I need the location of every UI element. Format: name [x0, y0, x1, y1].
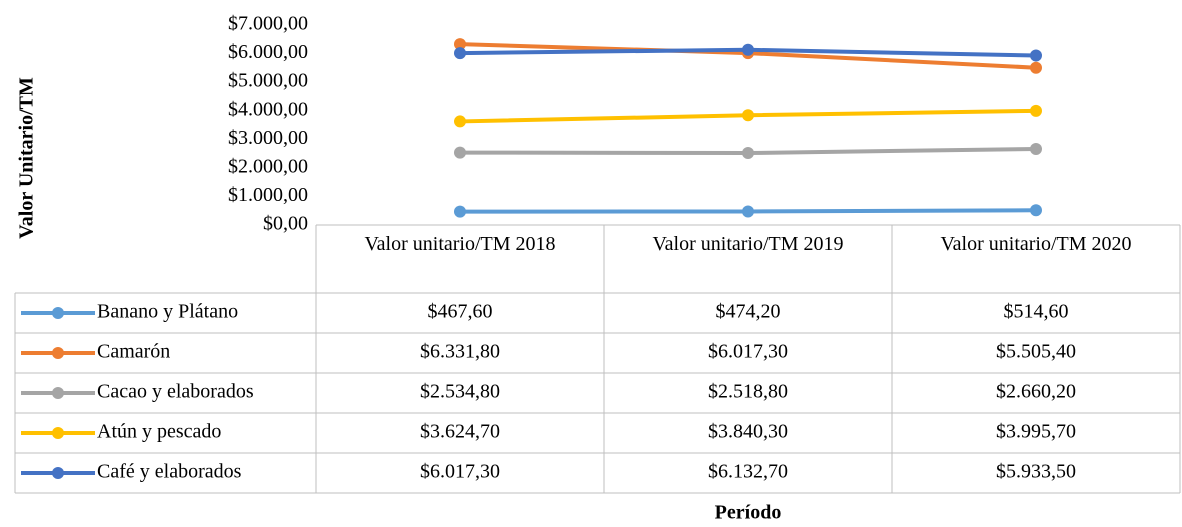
y-tick-label: $0,00: [263, 213, 308, 235]
y-tick-label: $5.000,00: [228, 70, 308, 92]
data-point: [742, 147, 754, 160]
x-axis-label: Período: [715, 502, 782, 524]
value-label: $3.995,70: [996, 421, 1076, 443]
x-tick-label: Valor unitario/TM 2018: [364, 233, 556, 255]
data-point: [1030, 204, 1042, 217]
data-point: [454, 115, 466, 128]
data-point: [454, 146, 466, 159]
value-label: $2.518,80: [708, 381, 788, 403]
data-point: [1030, 61, 1042, 74]
value-label: $6.331,80: [420, 341, 500, 363]
y-tick-label: $3.000,00: [228, 127, 308, 149]
legend-label: Café y elaborados: [97, 461, 242, 483]
y-tick-label: $7.000,00: [228, 13, 308, 35]
value-label: $6.017,30: [708, 341, 788, 363]
category-header: Valor unitario/TM 2018: [364, 233, 556, 255]
legend-label: Cacao y elaborados: [97, 381, 254, 403]
y-tick-label: $1.000,00: [228, 184, 308, 206]
data-point: [742, 205, 754, 218]
y-axis-label: Valor Unitario/TM: [16, 77, 38, 239]
legend-marker: [52, 467, 64, 479]
data-point: [1030, 142, 1042, 155]
value-label: $6.132,70: [708, 461, 788, 483]
x-tick-label: Valor unitario/TM 2020: [940, 233, 1132, 255]
value-label: $6.017,30: [420, 461, 500, 483]
value-label: $474,20: [716, 301, 781, 323]
legend-marker: [52, 307, 64, 319]
value-label: $467,60: [428, 301, 493, 323]
y-tick-label: $2.000,00: [228, 155, 308, 177]
legend-marker: [52, 387, 64, 399]
category-header: Valor unitario/TM 2020: [940, 233, 1132, 255]
value-label: $5.505,40: [996, 341, 1076, 363]
value-label: $3.624,70: [420, 421, 500, 443]
y-tick-label: $4.000,00: [228, 98, 308, 120]
legend-marker: [52, 427, 64, 439]
value-label: $2.534,80: [420, 381, 500, 403]
data-point: [454, 38, 466, 51]
legend-label: Atún y pescado: [97, 421, 221, 443]
data-point: [742, 109, 754, 122]
y-tick-label: $6.000,00: [228, 41, 308, 63]
value-label: $5.933,50: [996, 461, 1076, 483]
legend-label: Camarón: [97, 341, 170, 363]
data-point: [742, 43, 754, 56]
x-tick-label: Valor unitario/TM 2019: [652, 233, 844, 255]
data-point: [1030, 49, 1042, 62]
legend-label: Banano y Plátano: [97, 301, 238, 323]
value-label: $2.660,20: [996, 381, 1076, 403]
data-point: [1030, 104, 1042, 117]
category-header: Valor unitario/TM 2019: [652, 233, 844, 255]
value-label: $514,60: [1004, 301, 1069, 323]
legend-marker: [52, 347, 64, 359]
data-point: [454, 47, 466, 60]
data-point: [454, 205, 466, 218]
value-label: $3.840,30: [708, 421, 788, 443]
